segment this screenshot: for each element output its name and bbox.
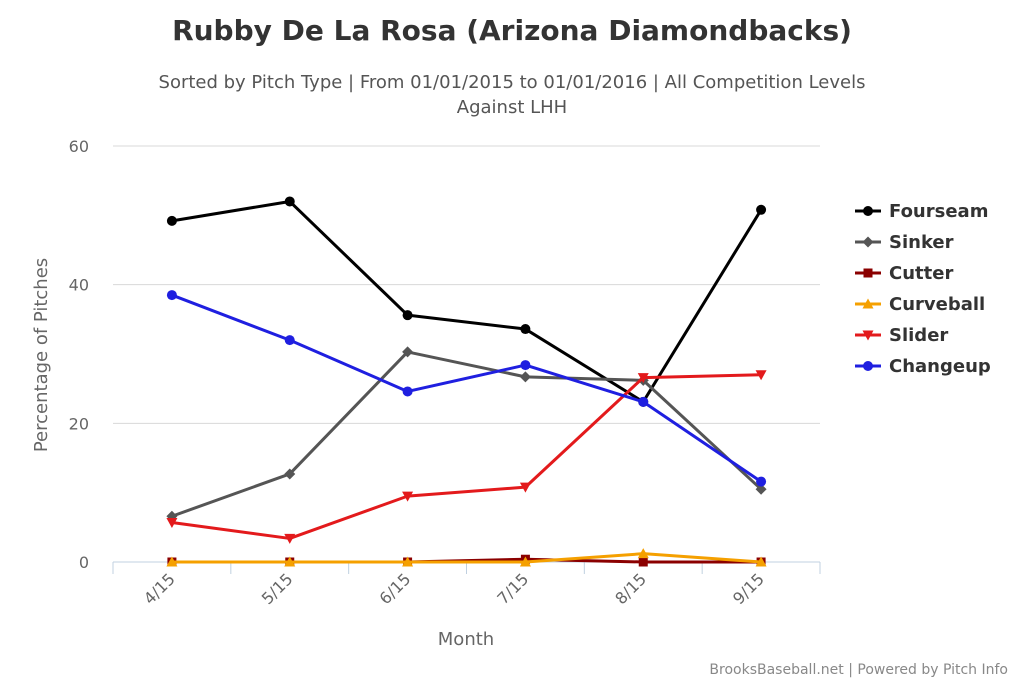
series-curveball [166,548,767,567]
x-tick-label: 6/15 [376,569,415,608]
x-axis: 4/15 5/15 6/15 7/15 8/15 9/15 [112,561,821,608]
legend-item-slider[interactable]: Slider [855,325,948,346]
y-axis-ticks: 0 20 40 60 [69,137,89,572]
x-tick-label: 4/15 [140,569,179,608]
data-point-curveball [755,556,767,567]
data-point-fourseam [402,310,413,321]
x-axis-title: Month [438,629,494,650]
legend-marker-sinker [862,236,874,248]
data-point-slider [637,373,649,384]
y-tick-label: 60 [69,137,89,156]
series-line-curveball [171,552,762,564]
data-point-sinker [402,346,414,358]
data-point-cutter [638,557,648,567]
y-axis-title: Percentage of Pitches [31,258,52,452]
legend-item-curveball[interactable]: Curveball [855,294,985,315]
series-line-slider [171,373,762,540]
data-point-changeup [520,360,531,371]
x-tick-label: 9/15 [729,569,768,608]
series-fourseam [166,196,767,407]
legend-marker-slider [862,330,874,341]
grid-lines [113,145,820,424]
x-tick-label: 7/15 [493,569,532,608]
data-point-curveball [166,556,178,567]
y-tick-label: 0 [79,553,89,572]
legend-marker-curveball [862,298,874,309]
credits-text: BrooksBaseball.net | Powered by Pitch In… [709,662,1008,678]
series-slider [166,370,767,544]
data-point-curveball [519,556,531,567]
data-point-changeup [638,396,649,407]
data-point-curveball [402,556,414,567]
data-point-sinker [519,371,531,383]
data-point-changeup [166,290,177,301]
legend-label-sinker: Sinker [889,232,954,253]
legend-label-changeup: Changeup [889,356,991,377]
data-point-sinker [755,483,767,495]
legend-item-sinker[interactable]: Sinker [855,232,954,253]
legend-label-fourseam: Fourseam [889,201,988,222]
legend-marker-changeup [863,361,873,371]
legend-label-curveball: Curveball [889,294,985,315]
data-point-fourseam [520,324,531,335]
series-line-changeup [171,293,762,483]
data-point-slider [519,482,531,493]
series-line-sinker [171,350,763,518]
data-point-changeup [284,335,295,346]
data-point-slider [755,370,767,381]
data-point-fourseam [284,196,295,207]
series-line-fourseam [171,199,763,404]
data-point-slider [166,517,178,528]
data-point-curveball [637,548,649,559]
chart-subtitle-line1: Sorted by Pitch Type | From 01/01/2015 t… [159,72,866,93]
data-point-fourseam [756,204,767,215]
legend-item-fourseam[interactable]: Fourseam [855,201,988,222]
y-tick-label: 20 [69,414,89,433]
legend-label-slider: Slider [889,325,948,346]
data-point-changeup [756,476,767,487]
chart-title: Rubby De La Rosa (Arizona Diamondbacks) [172,14,852,47]
series-layer [166,196,767,567]
legend-label-cutter: Cutter [889,263,953,284]
y-tick-label: 40 [69,276,89,295]
data-point-fourseam [166,215,177,226]
data-point-sinker [284,468,296,480]
series-sinker [166,346,767,522]
data-point-changeup [402,386,413,397]
x-tick-label: 5/15 [258,569,297,608]
legend: Fourseam Sinker Cutter Curveball Slider Chang… [855,201,991,377]
x-tick-label: 8/15 [611,569,650,608]
data-point-curveball [284,556,296,567]
series-changeup [166,290,767,487]
legend-item-cutter[interactable]: Cutter [855,263,953,284]
chart-subtitle-line2: Against LHH [457,97,567,118]
legend-item-changeup[interactable]: Changeup [855,356,991,377]
legend-marker-cutter [863,268,873,278]
legend-marker-fourseam [863,206,873,216]
data-point-slider [402,491,414,502]
data-point-slider [284,533,296,544]
